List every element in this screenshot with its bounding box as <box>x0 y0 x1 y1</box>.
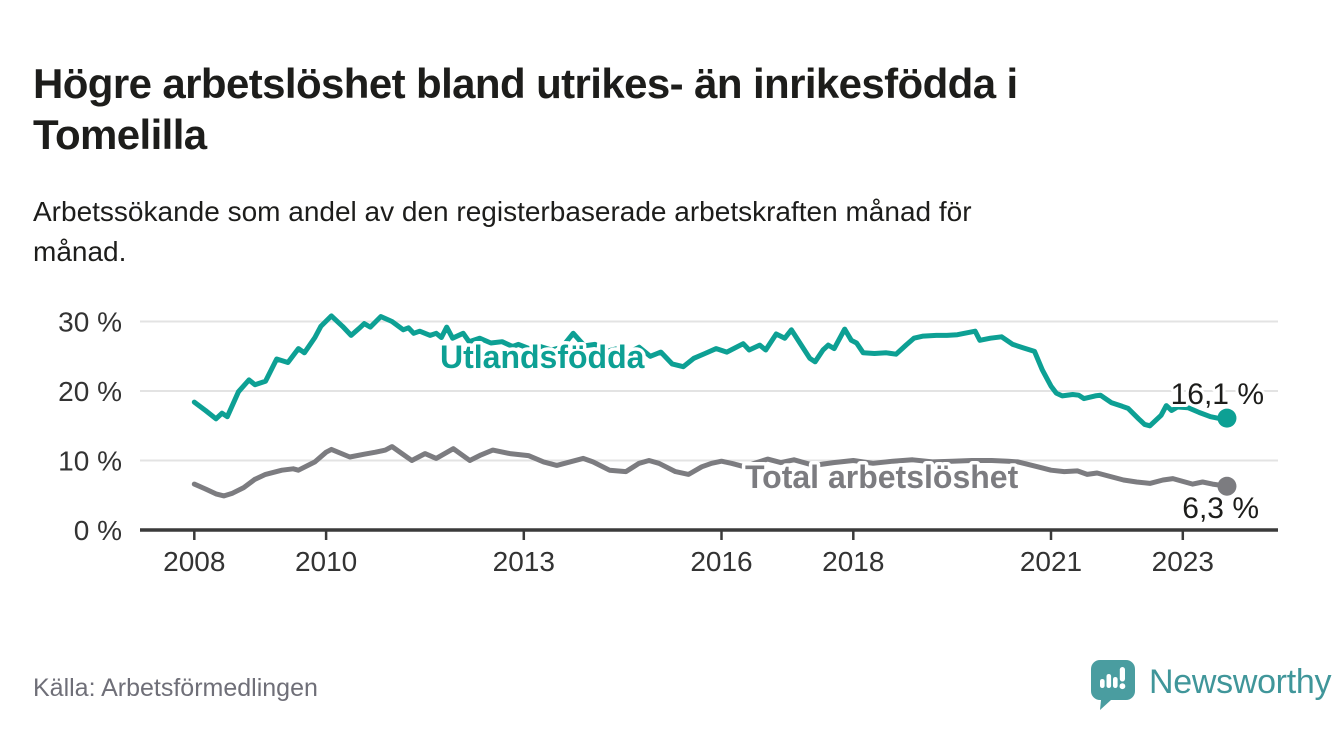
y-axis-tick-label: 0 % <box>74 515 122 546</box>
y-axis-tick-label: 10 % <box>58 446 122 477</box>
x-axis-tick-label: 2018 <box>822 546 884 577</box>
unemployment-line-chart: 0 % 10 % 20 % 30 % 2008 2010 2013 2016 2018 2021 2… <box>58 307 1278 577</box>
x-axis-tick-label: 2010 <box>295 546 357 577</box>
series-end-value-label-utlandsfodda: 16,1 % <box>1171 378 1264 411</box>
bar-chart-speech-bubble-icon <box>1091 660 1135 710</box>
x-axis-tick-label: 2016 <box>690 546 752 577</box>
x-axis-tick-label: 2013 <box>493 546 555 577</box>
x-axis-tick-label: 2023 <box>1152 546 1214 577</box>
newsworthy-branding: Newsworthy <box>1090 660 1331 710</box>
x-axis-tick-label: 2008 <box>163 546 225 577</box>
series-end-dot-total-arbetsloshet <box>1217 476 1237 496</box>
y-axis-tick-label: 30 % <box>58 307 122 338</box>
series-label-utlandsfodda: Utlandsfödda <box>440 339 645 375</box>
series-end-value-label-total-arbetsloshet: 6,3 % <box>1182 492 1259 525</box>
source-note: Källa: Arbetsförmedlingen <box>33 674 318 702</box>
series-end-dot-utlandsfodda <box>1217 408 1237 428</box>
brand-name: Newsworthy <box>1149 662 1332 701</box>
y-axis-tick-label: 20 % <box>58 376 122 407</box>
series-line-utlandsfodda <box>191 313 1230 429</box>
chart-subtitle: Arbetssökande som andel av den registerb… <box>33 196 972 267</box>
chart-title: Högre arbetslöshet bland utrikes- än inr… <box>33 60 1018 159</box>
series-line-total-arbetsloshet <box>191 444 1230 499</box>
series-label-total-arbetsloshet: Total arbetslöshet <box>745 459 1019 495</box>
x-axis-tick-label: 2021 <box>1020 546 1082 577</box>
